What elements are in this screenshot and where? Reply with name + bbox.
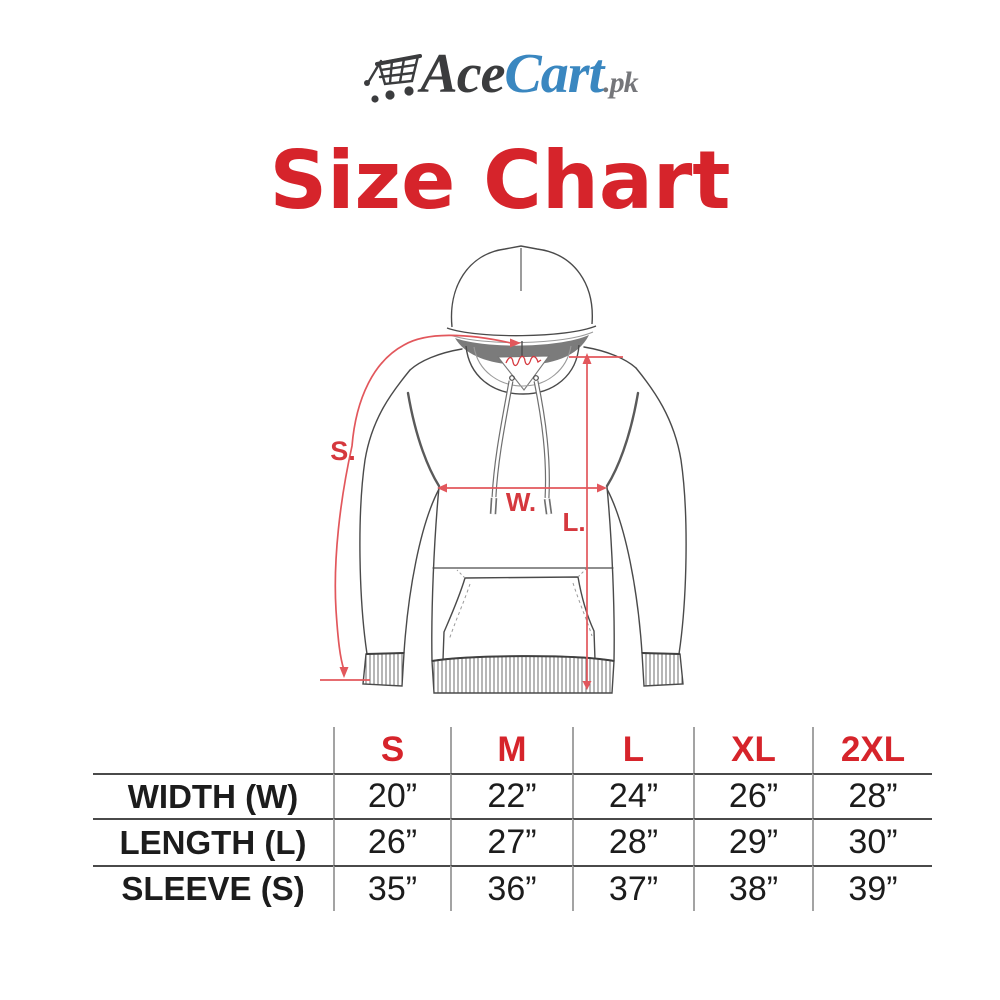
size-column-header-m: M — [450, 727, 572, 773]
width-value-m: 22” — [450, 773, 572, 818]
size-column-header-2xl: 2XL — [812, 727, 932, 773]
size-column-header-xl: XL — [693, 727, 812, 773]
length-value-m: 27” — [450, 818, 572, 865]
measurement-labels: S. W. L. — [330, 436, 585, 537]
left-cuff — [362, 652, 405, 687]
table-corner-cell — [93, 727, 333, 773]
size-column-header-s: S — [333, 727, 450, 773]
measurement-lines — [320, 334, 623, 686]
sleeve-measure-line — [334, 334, 512, 671]
width-value-l: 24” — [572, 773, 693, 818]
kangaroo-pocket — [442, 568, 596, 661]
ribbed-hem — [431, 655, 615, 694]
brand-name-part1: Ace — [420, 43, 505, 105]
shopping-cart-icon — [364, 54, 423, 103]
row-label-length: LENGTH (L) — [93, 818, 333, 865]
sleeve-value-m: 36” — [450, 865, 572, 911]
sleeve-measure-label: S. — [330, 436, 356, 466]
row-label-width: WIDTH (W) — [93, 773, 333, 818]
size-column-header-l: L — [572, 727, 693, 773]
brand-name: AceCart.pk — [420, 43, 638, 111]
brand-name-part2: Cart — [504, 43, 604, 105]
length-value-2xl: 30” — [812, 818, 932, 865]
width-value-xl: 26” — [693, 773, 812, 818]
width-value-2xl: 28” — [812, 773, 932, 818]
sleeve-value-l: 37” — [572, 865, 693, 911]
length-value-xl: 29” — [693, 818, 812, 865]
length-measure-label: L. — [562, 507, 585, 537]
brand-logo: AceCart.pk — [0, 46, 1000, 111]
brand-name-suffix: .pk — [603, 66, 638, 99]
hoodie-measurement-diagram: S. W. L. — [320, 245, 687, 694]
width-value-s: 20” — [333, 773, 450, 818]
row-label-sleeve: SLEEVE (S) — [93, 865, 333, 911]
length-value-s: 26” — [333, 818, 450, 865]
sleeve-value-2xl: 39” — [812, 865, 932, 911]
right-cuff — [641, 652, 684, 687]
page-title: Size Chart — [269, 134, 731, 227]
measurement-arrowheads — [339, 338, 607, 690]
sleeve-value-xl: 38” — [693, 865, 812, 911]
collar-brand-signature — [505, 355, 542, 367]
sleeve-value-s: 35” — [333, 865, 450, 911]
hood — [446, 245, 597, 395]
size-table: S M L XL 2XL WIDTH (W) 20” 22” 24” 26” 2… — [93, 727, 932, 911]
width-measure-label: W. — [506, 487, 536, 517]
drawstrings — [489, 375, 553, 515]
hoodie-outline — [359, 346, 687, 662]
length-value-l: 28” — [572, 818, 693, 865]
